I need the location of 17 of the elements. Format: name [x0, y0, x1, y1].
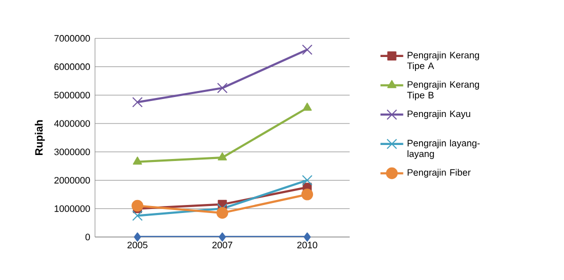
legend-label: Pengrajin Kerang Tipe B: [407, 80, 479, 100]
legend-label: Pengrajin layang-layang: [408, 140, 480, 159]
y-tick-label: 4000000: [54, 120, 90, 127]
y-tick-label: 3000000: [54, 148, 90, 156]
y-tick-label: 5000000: [54, 92, 90, 98]
y-tick-label: 6000000: [54, 63, 90, 70]
y-tick-label: 2000000: [54, 176, 90, 184]
y-tick-label: 0: [85, 234, 90, 240]
y-tick-label: 7000000: [54, 35, 90, 42]
legend-label: Pengrajin Kayu: [408, 110, 470, 119]
x-tick-label: 2010: [297, 242, 318, 248]
legend-label: Pengrajin Fiber: [408, 168, 471, 178]
y-tick-label: 1000000: [54, 205, 90, 212]
x-tick-label: 2007: [212, 242, 232, 248]
x-tick-label: 2005: [128, 242, 148, 248]
legend-label: Pengrajin Kerang Tipe A: [407, 52, 479, 71]
y-axis-title: Rupiah: [34, 120, 45, 156]
